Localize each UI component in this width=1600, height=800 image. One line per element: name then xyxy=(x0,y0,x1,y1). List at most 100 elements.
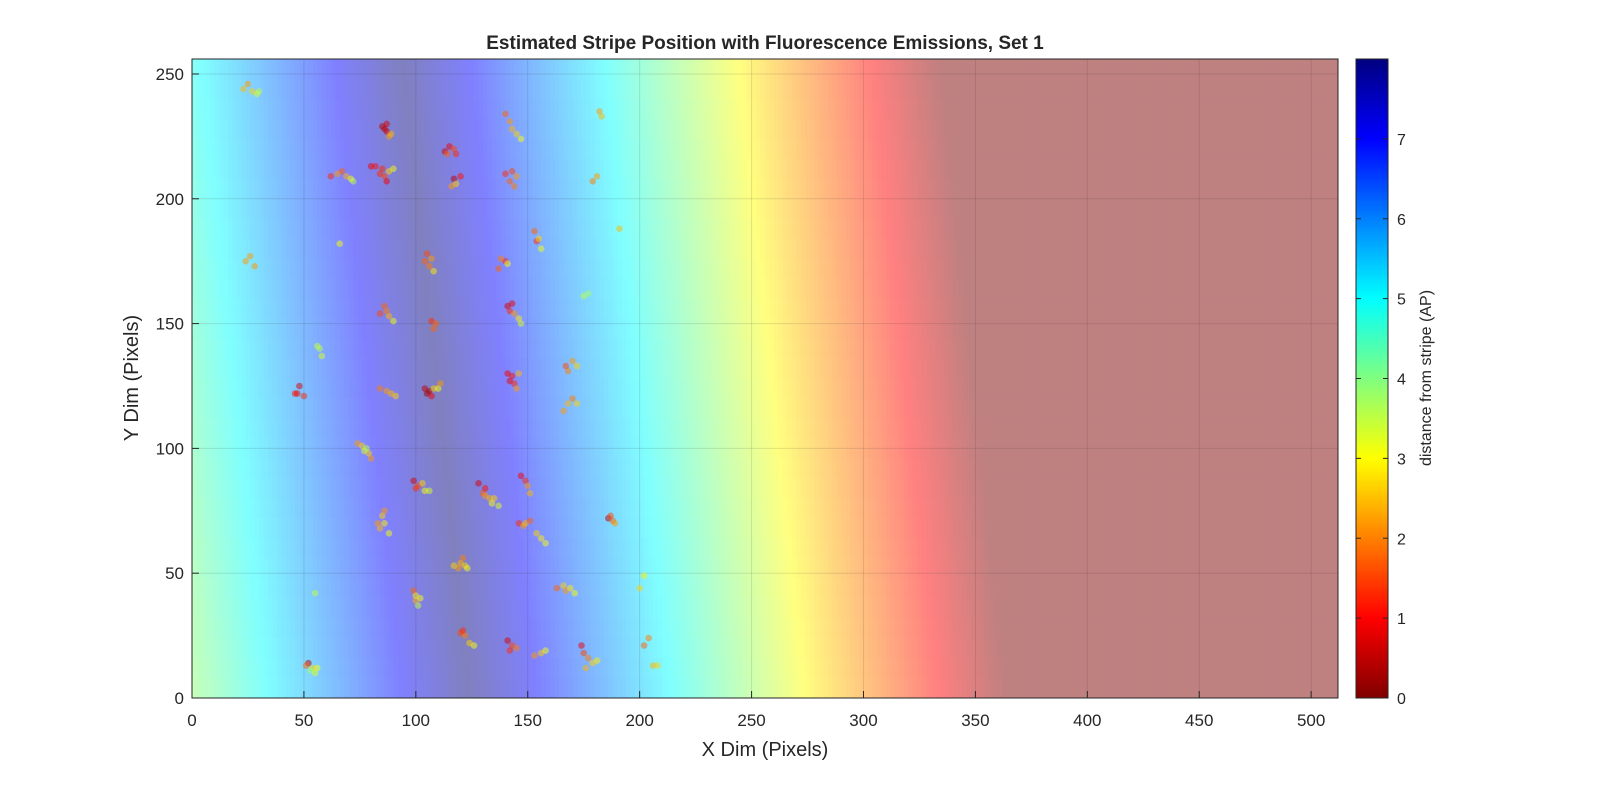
field-cell xyxy=(876,198,882,220)
field-cell xyxy=(339,218,345,240)
field-cell xyxy=(326,418,332,440)
field-cell xyxy=(196,138,202,160)
field-cell xyxy=(1311,278,1317,300)
field-cell xyxy=(599,238,605,260)
field-cell xyxy=(724,438,730,459)
field-cell xyxy=(670,318,677,340)
field-cell xyxy=(456,59,462,80)
field-cell xyxy=(487,338,493,360)
field-cell xyxy=(339,78,345,100)
field-cell xyxy=(424,358,430,380)
field-cell xyxy=(711,298,717,320)
field-cell xyxy=(733,318,739,340)
field-cell xyxy=(308,298,314,320)
field-cell xyxy=(353,438,359,459)
field-cell xyxy=(675,338,681,360)
field-cell xyxy=(908,98,914,120)
field-cell xyxy=(890,59,896,80)
field-cell xyxy=(1087,318,1093,340)
field-cell xyxy=(720,378,726,400)
field-cell xyxy=(286,338,292,360)
field-cell xyxy=(482,178,489,200)
field-cell xyxy=(765,238,771,260)
field-cell xyxy=(662,178,668,200)
field-cell xyxy=(375,258,381,280)
field-cell xyxy=(205,98,211,120)
field-cell xyxy=(809,158,815,180)
field-cell xyxy=(505,258,511,280)
field-cell xyxy=(393,438,399,459)
field-cell xyxy=(697,238,703,260)
field-cell xyxy=(1199,59,1205,80)
field-cell xyxy=(1235,158,1241,180)
field-cell xyxy=(644,98,650,120)
field-cell xyxy=(715,378,721,400)
field-cell xyxy=(1055,318,1062,340)
field-cell xyxy=(823,59,829,80)
field-cell xyxy=(876,59,882,80)
field-cell xyxy=(482,218,489,240)
field-cell xyxy=(200,118,207,140)
field-cell xyxy=(433,78,439,100)
field-cell xyxy=(729,318,735,340)
field-cell xyxy=(1311,78,1317,100)
field-cell xyxy=(393,358,399,380)
field-cell xyxy=(1123,358,1129,380)
field-cell xyxy=(630,178,636,200)
field-cell xyxy=(814,218,820,240)
field-cell xyxy=(926,78,932,100)
field-cell xyxy=(724,418,730,440)
field-cell xyxy=(697,158,703,180)
field-cell xyxy=(321,238,327,260)
field-cell xyxy=(576,398,583,420)
field-cell xyxy=(612,59,618,80)
field-cell xyxy=(1306,138,1312,160)
field-cell xyxy=(729,218,735,240)
field-cell xyxy=(979,418,985,440)
field-cell xyxy=(876,238,882,260)
field-cell xyxy=(1002,59,1008,80)
field-cell xyxy=(259,178,265,200)
field-cell xyxy=(1329,158,1335,180)
field-cell xyxy=(930,298,936,320)
field-cell xyxy=(357,78,363,100)
field-cell xyxy=(751,258,757,280)
field-cell xyxy=(505,278,511,300)
field-cell xyxy=(836,198,842,220)
field-cell xyxy=(1055,158,1062,180)
field-cell xyxy=(603,178,609,200)
field-cell xyxy=(814,298,820,320)
field-cell xyxy=(299,418,305,440)
field-cell xyxy=(805,118,811,140)
field-cell xyxy=(290,438,296,459)
field-cell xyxy=(1266,59,1272,80)
field-cell xyxy=(527,118,533,140)
field-cell xyxy=(344,238,350,260)
field-cell xyxy=(281,98,287,120)
field-cell xyxy=(679,118,686,140)
field-cell xyxy=(823,338,829,360)
field-cell xyxy=(984,59,990,80)
field-cell xyxy=(1078,298,1084,320)
field-cell xyxy=(371,178,377,200)
field-cell xyxy=(438,318,444,340)
field-cell xyxy=(1235,378,1241,400)
field-cell xyxy=(541,258,547,280)
field-cell xyxy=(523,258,529,280)
field-cell xyxy=(1293,118,1299,140)
field-cell xyxy=(1154,278,1160,300)
field-cell xyxy=(1042,398,1048,420)
field-cell xyxy=(1248,298,1254,320)
field-cell xyxy=(214,78,220,100)
field-cell xyxy=(362,378,368,400)
field-cell xyxy=(1020,258,1026,280)
field-cell xyxy=(961,278,968,300)
field-cell xyxy=(791,59,797,80)
field-cell xyxy=(1011,138,1017,160)
field-cell xyxy=(200,258,207,280)
field-cell xyxy=(885,59,891,80)
field-cell xyxy=(1320,298,1326,320)
field-cell xyxy=(491,318,498,340)
field-cell xyxy=(339,298,345,320)
field-cell xyxy=(1279,98,1285,120)
